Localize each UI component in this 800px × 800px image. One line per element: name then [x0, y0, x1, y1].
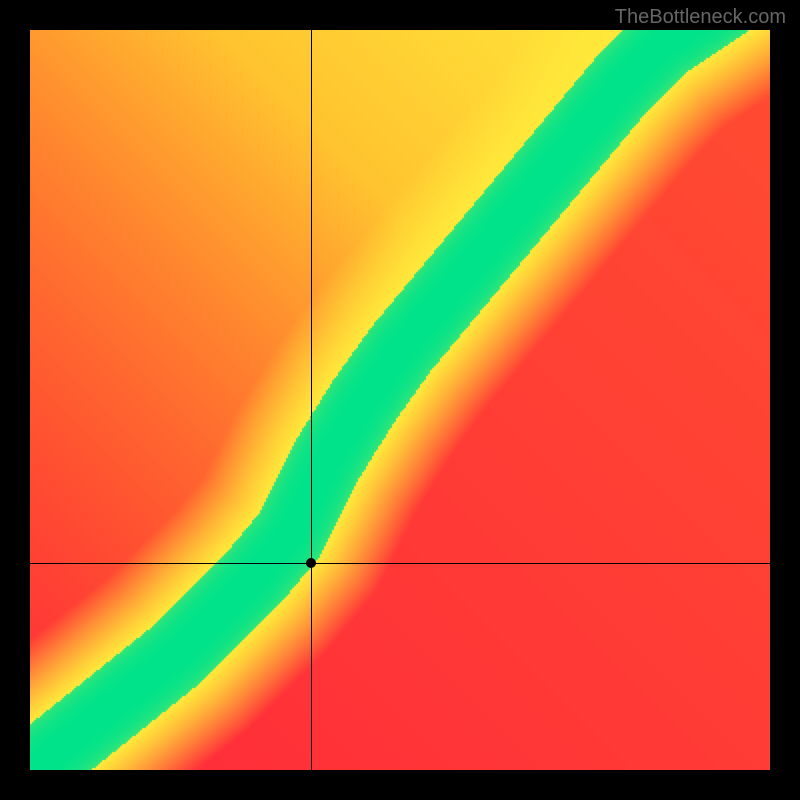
- crosshair-marker: [306, 558, 316, 568]
- crosshair-horizontal: [30, 563, 770, 564]
- watermark-text: TheBottleneck.com: [615, 6, 786, 29]
- crosshair-vertical: [311, 30, 312, 770]
- heatmap-plot: [30, 30, 770, 770]
- chart-container: TheBottleneck.com: [0, 0, 800, 800]
